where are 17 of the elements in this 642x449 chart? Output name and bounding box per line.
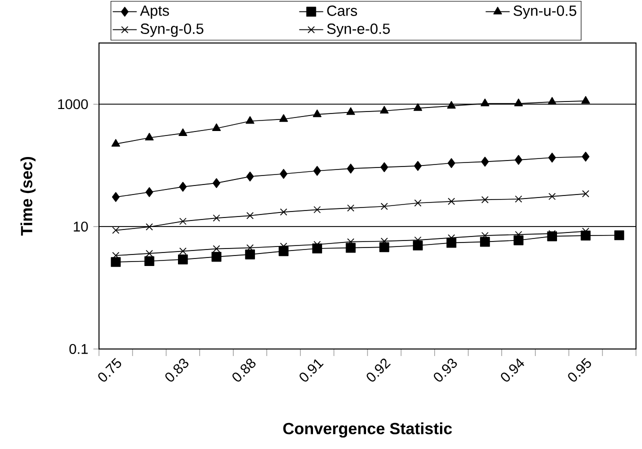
- x-tick-label: 0.88: [232, 358, 256, 382]
- y-tick-label: 10: [74, 222, 88, 232]
- x-tick-label: 0.93: [434, 358, 457, 382]
- y-axis-title: Time (sec): [20, 156, 36, 236]
- x-tick-label: 0.94: [500, 358, 524, 382]
- legend-label: Syn-e-0.5: [327, 24, 390, 37]
- legend-label: Cars: [327, 5, 358, 16]
- x-axis-title: Convergence Statistic: [283, 422, 452, 438]
- x-tick-label: 0.92: [366, 358, 391, 382]
- legend-label: Apts: [140, 6, 169, 19]
- legend-label: Syn-u-0.5: [514, 5, 576, 19]
- y-tick-label: 1000: [58, 99, 88, 110]
- y-tick-label: 0.1: [69, 344, 88, 354]
- x-tick-label: 0.95: [568, 358, 591, 382]
- legend-label: Syn-g-0.5: [140, 24, 204, 37]
- x-tick-label: 0.91: [300, 359, 324, 382]
- x-tick-label: 0.83: [165, 358, 188, 382]
